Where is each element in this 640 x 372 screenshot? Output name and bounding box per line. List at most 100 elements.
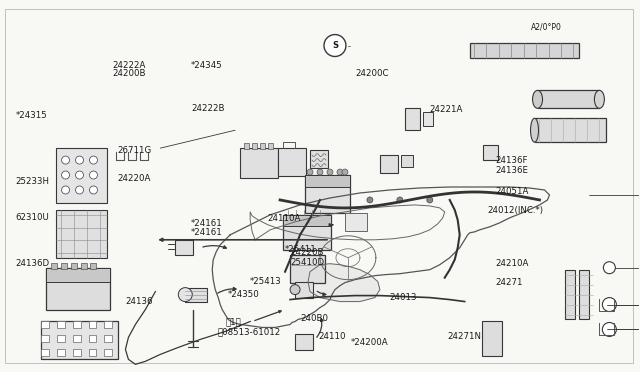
Circle shape — [76, 156, 83, 164]
Text: 24136: 24136 — [125, 297, 153, 306]
Circle shape — [327, 169, 333, 175]
Text: 24221A: 24221A — [430, 105, 463, 114]
Bar — [345, 213, 367, 231]
Bar — [482, 321, 502, 356]
Bar — [483, 145, 498, 160]
Text: （1）: （1） — [225, 318, 241, 327]
Text: 24210A: 24210A — [495, 259, 529, 268]
Circle shape — [76, 186, 83, 194]
Bar — [72, 321, 81, 328]
Circle shape — [90, 186, 97, 194]
Circle shape — [367, 197, 373, 203]
Text: 24136E: 24136E — [495, 166, 529, 175]
Text: Ⓢ08513-61012: Ⓢ08513-61012 — [218, 327, 281, 336]
Circle shape — [307, 169, 313, 175]
Bar — [40, 336, 49, 342]
Text: 24013: 24013 — [389, 294, 417, 302]
Bar — [295, 282, 313, 298]
Bar — [310, 150, 328, 168]
Text: 24271N: 24271N — [448, 332, 482, 341]
Circle shape — [604, 262, 615, 274]
Text: 24136F: 24136F — [495, 156, 528, 165]
Circle shape — [317, 169, 323, 175]
Circle shape — [61, 156, 70, 164]
Text: A2/0°P0: A2/0°P0 — [531, 22, 562, 31]
Text: 24271: 24271 — [495, 278, 523, 287]
Text: 24110: 24110 — [318, 332, 346, 341]
Bar — [40, 321, 49, 328]
Bar — [56, 336, 65, 342]
Bar — [104, 336, 113, 342]
Circle shape — [397, 197, 403, 203]
Text: *24345: *24345 — [191, 61, 223, 70]
Bar — [40, 321, 118, 359]
Text: *25411: *25411 — [285, 245, 317, 254]
Circle shape — [61, 186, 70, 194]
Polygon shape — [308, 264, 380, 302]
Text: 24222A: 24222A — [113, 61, 146, 70]
Text: *25413: *25413 — [250, 277, 282, 286]
Bar — [579, 270, 589, 320]
Bar — [470, 42, 579, 58]
Bar — [175, 240, 193, 255]
Ellipse shape — [532, 90, 543, 108]
Bar — [240, 148, 278, 178]
Bar — [283, 215, 331, 250]
Bar — [81, 263, 86, 269]
Text: 24222B: 24222B — [191, 104, 225, 113]
Bar — [538, 90, 600, 108]
Text: *24161: *24161 — [191, 219, 223, 228]
Bar — [566, 270, 575, 320]
Text: 24220B: 24220B — [290, 248, 323, 257]
Ellipse shape — [531, 118, 538, 142]
Ellipse shape — [595, 90, 604, 108]
Circle shape — [602, 298, 616, 311]
Text: 25233H: 25233H — [15, 177, 49, 186]
Text: 24220A: 24220A — [117, 174, 150, 183]
Text: 24051A: 24051A — [495, 187, 529, 196]
Bar — [45, 268, 111, 310]
Bar — [72, 336, 81, 342]
Circle shape — [337, 197, 343, 203]
Circle shape — [90, 171, 97, 179]
Text: 240B0: 240B0 — [301, 314, 329, 323]
Text: 24012(INC.*): 24012(INC.*) — [487, 206, 543, 215]
Circle shape — [602, 323, 616, 336]
Bar — [290, 255, 325, 283]
Bar — [90, 263, 97, 269]
Bar — [252, 143, 257, 149]
Text: 24110A: 24110A — [268, 214, 301, 223]
Bar — [405, 108, 420, 130]
Bar — [61, 263, 67, 269]
Text: 26711G: 26711G — [117, 146, 151, 155]
Circle shape — [427, 197, 433, 203]
Text: 24200B: 24200B — [113, 68, 146, 77]
Bar — [423, 112, 433, 126]
Text: *24161: *24161 — [191, 228, 223, 237]
Bar — [268, 143, 273, 149]
Bar — [305, 175, 350, 187]
Bar — [104, 321, 113, 328]
Text: *24350: *24350 — [227, 290, 259, 299]
Circle shape — [307, 197, 313, 203]
Circle shape — [90, 156, 97, 164]
Bar — [56, 349, 65, 356]
Circle shape — [324, 35, 346, 57]
Circle shape — [290, 285, 300, 295]
Circle shape — [76, 171, 83, 179]
Text: *24315: *24315 — [15, 111, 47, 120]
Bar — [283, 215, 331, 226]
Text: 25410D: 25410D — [290, 257, 324, 266]
Bar — [88, 349, 97, 356]
Bar — [401, 155, 413, 167]
Bar — [72, 349, 81, 356]
Bar — [88, 336, 97, 342]
Bar — [70, 263, 77, 269]
Text: 24200C: 24200C — [356, 68, 389, 77]
Circle shape — [61, 171, 70, 179]
Bar — [56, 210, 108, 258]
Bar — [244, 143, 249, 149]
Bar — [380, 155, 398, 173]
Bar — [45, 268, 111, 282]
Text: *24200A: *24200A — [351, 338, 388, 347]
